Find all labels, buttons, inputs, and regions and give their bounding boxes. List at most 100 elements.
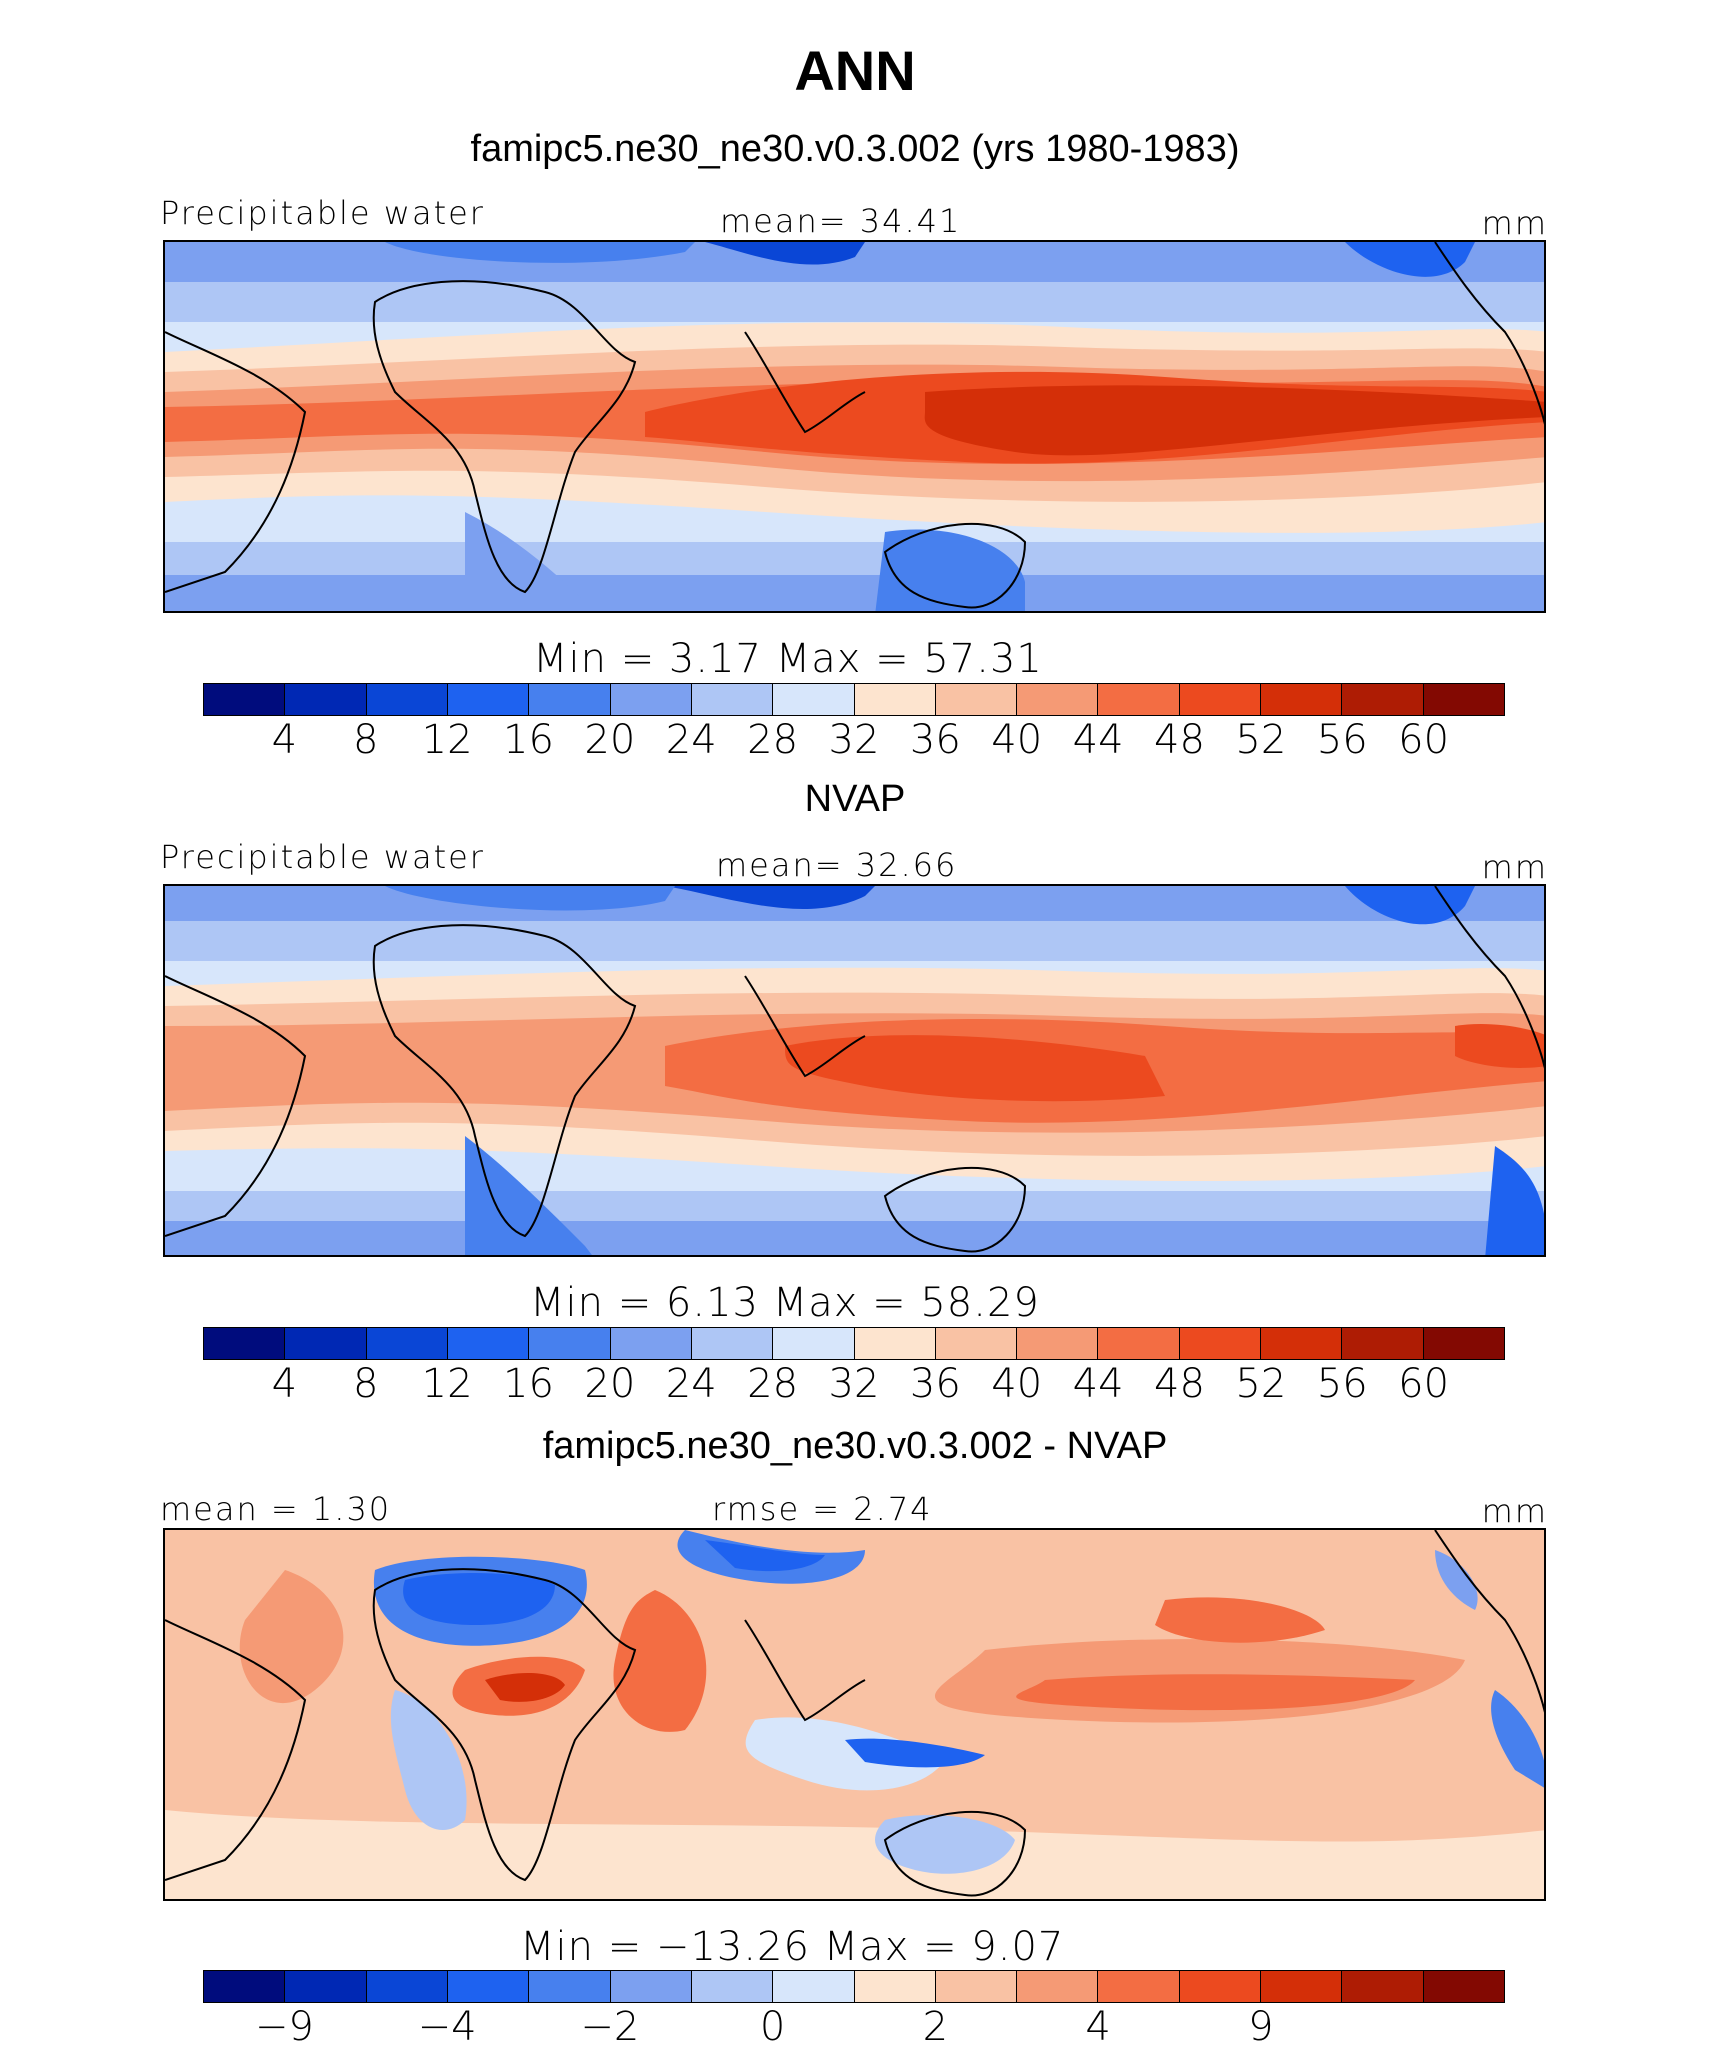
map-panel-model [163,240,1546,613]
colorbar-tick-label: 12 [421,717,473,763]
colorbar-swatch [1423,684,1504,715]
colorbar-swatch [773,684,855,715]
colorbar-obs [203,1327,1505,1360]
colorbar-tick-label: 12 [421,1361,473,1407]
colorbar-diff [203,1970,1505,2003]
colorbar-swatch [1261,684,1343,715]
colorbar-tick-label: 28 [747,717,799,763]
colorbar-swatch [773,1971,855,2002]
colorbar-tick-label: 32 [828,1361,880,1407]
colorbar-tick-label: −2 [580,2004,640,2050]
colorbar-swatch [1017,684,1099,715]
colorbar-swatch [366,1971,448,2002]
colorbar-tick-label: 2 [922,2004,949,2050]
panel-mean-label: mean= 32.66 [716,846,958,884]
colorbar-swatch [529,684,611,715]
colorbar-swatch [1423,1328,1504,1359]
panel-rmse-label: rmse = 2.74 [712,1490,933,1528]
colorbar-swatch [610,1971,692,2002]
colorbar-tick-label: 40 [991,717,1043,763]
map-panel-obs [163,884,1546,1257]
colorbar-swatch [610,684,692,715]
colorbar-swatch [854,1971,936,2002]
colorbar-swatch [1261,1328,1343,1359]
colorbar-tick-label: −9 [254,2004,314,2050]
colorbar-swatch [1179,1971,1262,2002]
colorbar-swatch [1342,1971,1424,2002]
colorbar-swatch [691,1328,774,1359]
colorbar-tick-label: 48 [1154,717,1205,763]
colorbar-swatch [935,1971,1018,2002]
panel-variable-label: Precipitable water [160,838,485,876]
colorbar-tick-label: 44 [1072,717,1124,763]
panel-variable-label: Precipitable water [160,194,485,232]
colorbar-tick-label: 60 [1398,1361,1450,1407]
colorbar-tick-label: 9 [1248,2004,1274,2050]
colorbar-tick-label: 16 [503,1361,554,1407]
colorbar-model [203,683,1505,716]
colorbar-swatch [935,1328,1018,1359]
colorbar-swatch [285,684,367,715]
colorbar-tick-label: 4 [271,1361,298,1407]
colorbar-tick-label: 24 [665,1361,717,1407]
panel-title-model: famipc5.ne30_ne30.v0.3.002 (yrs 1980-198… [470,128,1240,170]
colorbar-swatch [1261,1971,1343,2002]
colorbar-tick-label: 36 [909,1361,961,1407]
colorbar-swatch [1342,684,1424,715]
colorbar-tick-label: −4 [417,2004,477,2050]
colorbar-swatch [1179,684,1262,715]
panel-units-label: mm [1481,848,1548,886]
colorbar-swatch [1342,1328,1424,1359]
colorbar-tick-label: 28 [747,1361,799,1407]
panel-mean-label: mean= 34.41 [720,202,962,240]
colorbar-swatch [1423,1971,1504,2002]
colorbar-swatch [1017,1971,1099,2002]
colorbar-swatch [447,1971,530,2002]
colorbar-swatch [529,1971,611,2002]
colorbar-swatch [1179,1328,1262,1359]
map-field-diff [165,1530,1544,1899]
panel-units-label: mm [1481,204,1548,242]
map-field-model [165,242,1544,611]
colorbar-swatch [1017,1328,1099,1359]
panel-units-label: mm [1481,1492,1548,1530]
colorbar-tick-label: 0 [759,2004,786,2050]
colorbar-tick-label: 4 [1085,2004,1111,2050]
colorbar-tick-label: 60 [1398,717,1450,763]
colorbar-swatch [204,684,286,715]
colorbar-swatch [447,1328,530,1359]
colorbar-swatch [935,684,1018,715]
colorbar-tick-label: 36 [909,717,961,763]
colorbar-swatch [610,1328,692,1359]
colorbar-tick-label: 52 [1235,717,1287,763]
colorbar-tick-label: 56 [1316,1361,1368,1407]
minmax-label-obs: Min = 6.13 Max = 58.29 [530,1280,1040,1326]
panel-title-obs: NVAP [804,778,906,820]
colorbar-tick-label: 56 [1316,717,1368,763]
minmax-label-diff: Min = −13.26 Max = 9.07 [520,1924,1065,1970]
colorbar-swatch [447,684,530,715]
colorbar-tick-label: 40 [991,1361,1043,1407]
colorbar-tick-label: 20 [584,1361,636,1407]
colorbar-tick-label: 8 [353,1361,379,1407]
colorbar-tick-label: 8 [353,717,379,763]
figure-title: ANN [794,39,916,102]
panel-mean-label: mean = 1.30 [160,1490,392,1528]
minmax-label-model: Min = 3.17 Max = 57.31 [533,636,1043,682]
colorbar-tick-label: 16 [503,717,554,763]
colorbar-tick-label: 44 [1072,1361,1124,1407]
colorbar-tick-label: 48 [1154,1361,1205,1407]
colorbar-swatch [366,684,448,715]
colorbar-swatch [1098,1328,1180,1359]
colorbar-tick-label: 4 [271,717,298,763]
panel-title-diff: famipc5.ne30_ne30.v0.3.002 - NVAP [542,1425,1168,1467]
colorbar-tick-label: 32 [828,717,880,763]
colorbar-swatch [366,1328,448,1359]
colorbar-tick-label: 52 [1235,1361,1287,1407]
colorbar-swatch [691,1971,774,2002]
colorbar-swatch [285,1971,367,2002]
colorbar-swatch [854,684,936,715]
colorbar-tick-label: 24 [665,717,717,763]
colorbar-swatch [204,1328,286,1359]
colorbar-swatch [204,1971,286,2002]
